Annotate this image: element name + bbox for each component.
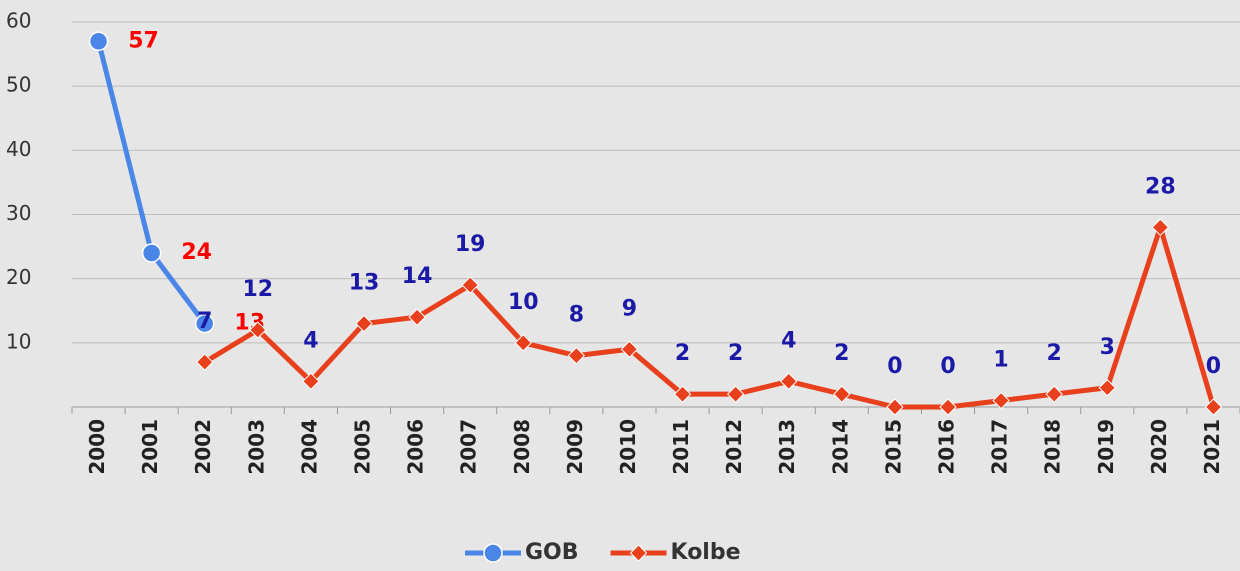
legend-marker bbox=[629, 544, 648, 562]
x-tick-label: 2020 bbox=[1147, 419, 1171, 475]
x-tick-label: 2004 bbox=[297, 419, 321, 475]
data-label: 0 bbox=[887, 354, 902, 379]
data-label: 2 bbox=[834, 341, 849, 366]
data-label: 12 bbox=[243, 277, 274, 302]
data-point bbox=[673, 385, 692, 403]
y-tick-label: 30 bbox=[6, 201, 31, 225]
x-tick-label: 2018 bbox=[1041, 419, 1065, 475]
x-tick-label: 2013 bbox=[775, 419, 799, 475]
y-tick-label: 40 bbox=[6, 137, 31, 161]
data-point bbox=[408, 308, 426, 326]
data-point bbox=[620, 340, 639, 358]
data-label: 14 bbox=[402, 264, 433, 289]
data-label: 10 bbox=[508, 290, 539, 315]
legend-marker bbox=[483, 543, 503, 563]
x-tick-label: 2000 bbox=[85, 419, 109, 475]
data-point bbox=[939, 398, 957, 416]
data-label: 3 bbox=[1100, 335, 1115, 360]
x-tick-label: 2021 bbox=[1200, 419, 1224, 475]
series-line bbox=[203, 224, 1216, 410]
data-label: 57 bbox=[128, 28, 159, 53]
data-point bbox=[514, 334, 532, 352]
x-tick-label: 2014 bbox=[828, 419, 852, 475]
data-point bbox=[194, 313, 215, 334]
data-label: 1 bbox=[993, 348, 1008, 373]
data-label: 4 bbox=[303, 328, 318, 353]
data-label: 4 bbox=[781, 328, 796, 353]
x-tick-label: 2005 bbox=[351, 419, 375, 475]
x-tick-label: 2002 bbox=[191, 419, 215, 475]
data-label: 7 bbox=[197, 309, 212, 334]
data-label: 2 bbox=[675, 341, 690, 366]
x-tick-label: 2007 bbox=[457, 419, 481, 475]
data-point bbox=[249, 321, 267, 339]
x-tick-label: 2011 bbox=[669, 419, 693, 475]
data-label: 24 bbox=[181, 240, 212, 265]
x-tick-label: 2008 bbox=[510, 419, 534, 475]
data-label: 2 bbox=[1047, 341, 1062, 366]
data-point bbox=[992, 391, 1010, 410]
data-label: 19 bbox=[455, 232, 486, 257]
data-label: 13 bbox=[349, 271, 380, 296]
x-tick-label: 2001 bbox=[138, 419, 162, 475]
data-point bbox=[88, 31, 109, 51]
data-label: 9 bbox=[622, 296, 637, 321]
x-tick-label: 2015 bbox=[881, 419, 905, 475]
data-point bbox=[780, 372, 798, 391]
x-tick-label: 2019 bbox=[1094, 419, 1118, 475]
data-point bbox=[567, 346, 586, 365]
legend-item: Kolbe bbox=[610, 540, 741, 565]
x-tick-label: 2009 bbox=[563, 419, 587, 475]
data-point bbox=[1151, 218, 1170, 237]
data-point bbox=[1204, 398, 1223, 416]
x-tick-label: 2016 bbox=[935, 419, 959, 475]
data-point bbox=[355, 314, 373, 333]
x-tick-label: 2010 bbox=[616, 419, 640, 475]
x-tick-label: 2017 bbox=[988, 419, 1012, 475]
data-point bbox=[833, 385, 851, 403]
series-line bbox=[96, 40, 207, 326]
y-tick-label: 20 bbox=[6, 265, 31, 289]
data-point bbox=[1098, 379, 1116, 397]
data-point bbox=[141, 243, 162, 263]
y-tick-label: 60 bbox=[6, 9, 31, 33]
data-point bbox=[1045, 385, 1063, 403]
x-tick-label: 2006 bbox=[404, 419, 428, 475]
y-tick-label: 10 bbox=[6, 329, 31, 353]
data-label: 8 bbox=[569, 303, 584, 328]
data-label: 28 bbox=[1145, 174, 1176, 199]
legend-label: GOB bbox=[525, 540, 579, 565]
x-tick-label: 2003 bbox=[244, 419, 268, 475]
data-label: 0 bbox=[940, 354, 955, 379]
data-point bbox=[302, 372, 320, 391]
legend-item: GOB bbox=[465, 540, 579, 565]
data-point bbox=[886, 398, 904, 416]
x-tick-label: 2012 bbox=[722, 419, 746, 475]
data-point bbox=[726, 385, 745, 403]
data-point bbox=[196, 353, 214, 371]
data-label: 2 bbox=[728, 341, 743, 366]
data-point bbox=[461, 276, 479, 294]
legend-label: Kolbe bbox=[671, 540, 741, 565]
y-tick-label: 50 bbox=[6, 73, 31, 97]
data-label: 0 bbox=[1206, 354, 1221, 379]
